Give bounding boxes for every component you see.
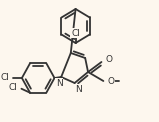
Text: N: N (75, 85, 82, 93)
Text: Cl: Cl (9, 83, 18, 92)
Text: Cl: Cl (71, 29, 80, 37)
Text: N: N (56, 78, 63, 87)
Text: O: O (105, 56, 112, 65)
Text: O: O (107, 76, 114, 86)
Text: Cl: Cl (0, 73, 9, 82)
